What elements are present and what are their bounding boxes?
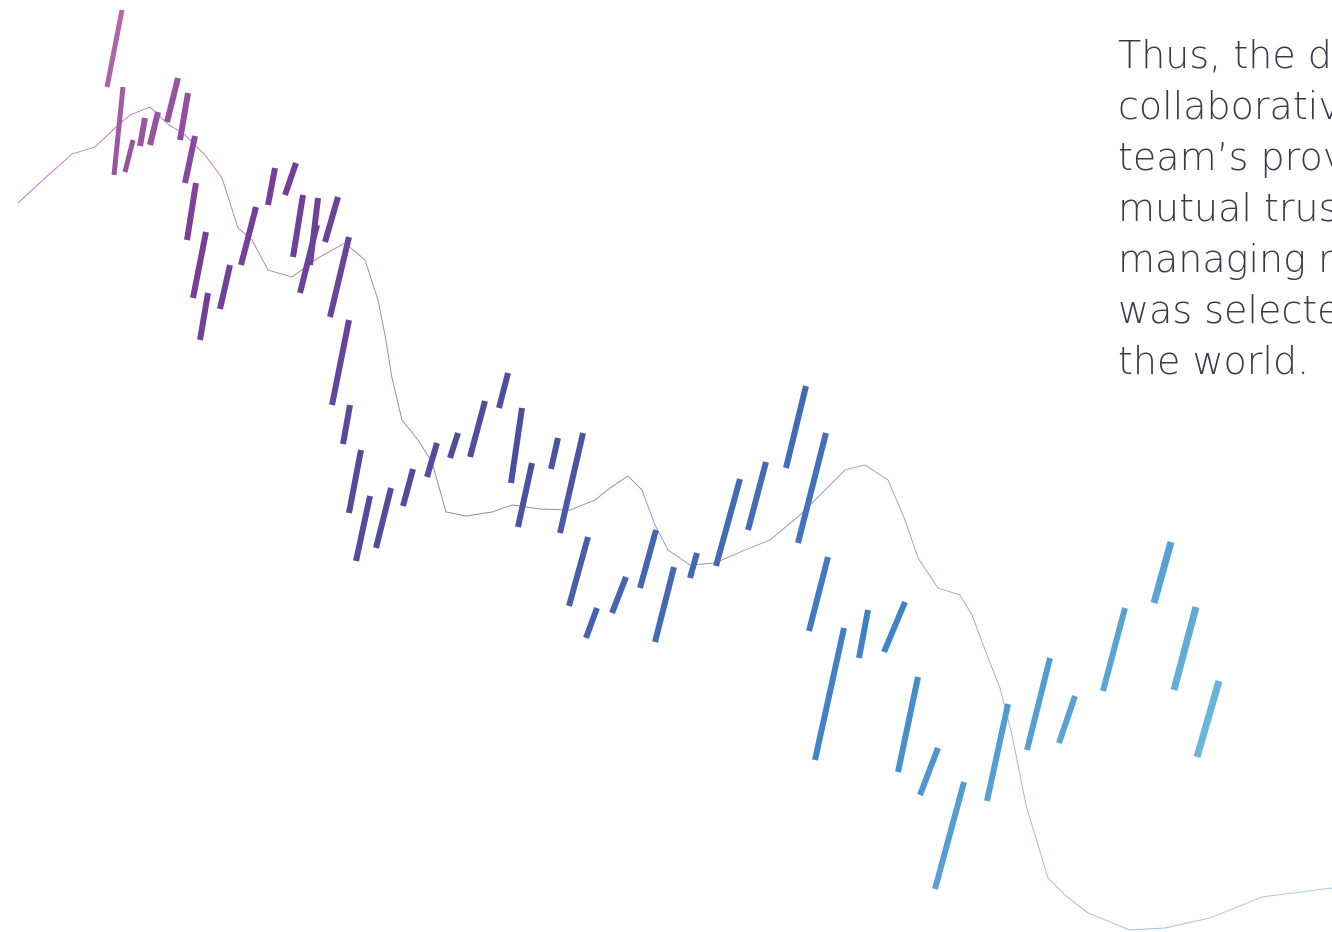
decorative-bar [687,552,700,579]
decorative-bar [508,407,525,484]
decorative-bar [609,575,629,615]
trend-line [17,106,1332,931]
decorative-bar [322,196,341,243]
text-line-1: Thus, the d [1118,33,1332,77]
decorative-bar [329,319,352,406]
decorative-bar [566,536,591,607]
decorative-bar [1150,541,1175,604]
decorative-bar [1100,607,1128,692]
decorative-bar [557,432,586,534]
decorative-bar [184,182,199,241]
decorative-bar [917,746,941,797]
text-line-3: team’s prov [1118,135,1332,179]
decorative-bar [340,404,353,445]
decorative-bar [1024,657,1053,751]
decorative-bar [282,162,299,196]
decorative-bar [400,468,416,507]
decorative-bar [984,703,1011,802]
decorative-bar [104,9,125,88]
decorative-bar [353,495,373,562]
decorative-bar [122,139,136,173]
decorative-bar [806,556,831,632]
decorative-bar [137,117,148,147]
text-line-6: was selecte [1118,288,1332,332]
decorative-bar [177,92,191,141]
decorative-bar [783,385,809,469]
decorative-bar [496,372,511,409]
text-line-2: collaborativ [1118,84,1332,128]
decorative-bar [424,442,440,478]
decorative-bar [327,236,352,318]
decorative-bar [637,529,659,589]
decorative-bar [111,86,126,176]
decorative-bar [197,292,211,341]
decorative-bar [1170,606,1200,691]
decorative-bar [652,566,677,643]
decorative-bar [307,197,321,266]
decorative-bar [1193,680,1223,758]
decorative-bar [812,627,847,761]
decorative-bar [373,487,394,549]
decorative-bar [881,600,908,654]
decorative-bar [713,478,743,567]
decorative-bar [217,264,233,310]
decorative-bar [238,206,259,266]
decorative-bar [182,135,198,184]
decorative-bar [164,77,181,123]
decorative-bar [265,167,278,206]
decorative-bar [346,449,364,514]
decorative-bar [795,432,829,544]
text-line-4: mutual trus [1118,186,1332,230]
decorative-bar [290,194,306,258]
text-line-7: the world. [1118,339,1310,383]
bar-group [104,9,1223,890]
decorative-bar [447,432,461,459]
decorative-bar [932,781,967,890]
decorative-bar [515,462,535,528]
text-line-5: managing r [1118,237,1332,281]
decorative-bar [147,111,161,146]
decorative-bar [1056,695,1078,744]
text-block: Thus, the d collaborativ team’s prov mut… [1118,30,1332,387]
decorative-bar [190,231,209,299]
decorative-bar [548,437,561,470]
decorative-bar [583,606,600,640]
decorative-bar [745,461,769,531]
decorative-bar [895,676,921,773]
decorative-bar [467,400,488,458]
decorative-bar [856,609,871,659]
